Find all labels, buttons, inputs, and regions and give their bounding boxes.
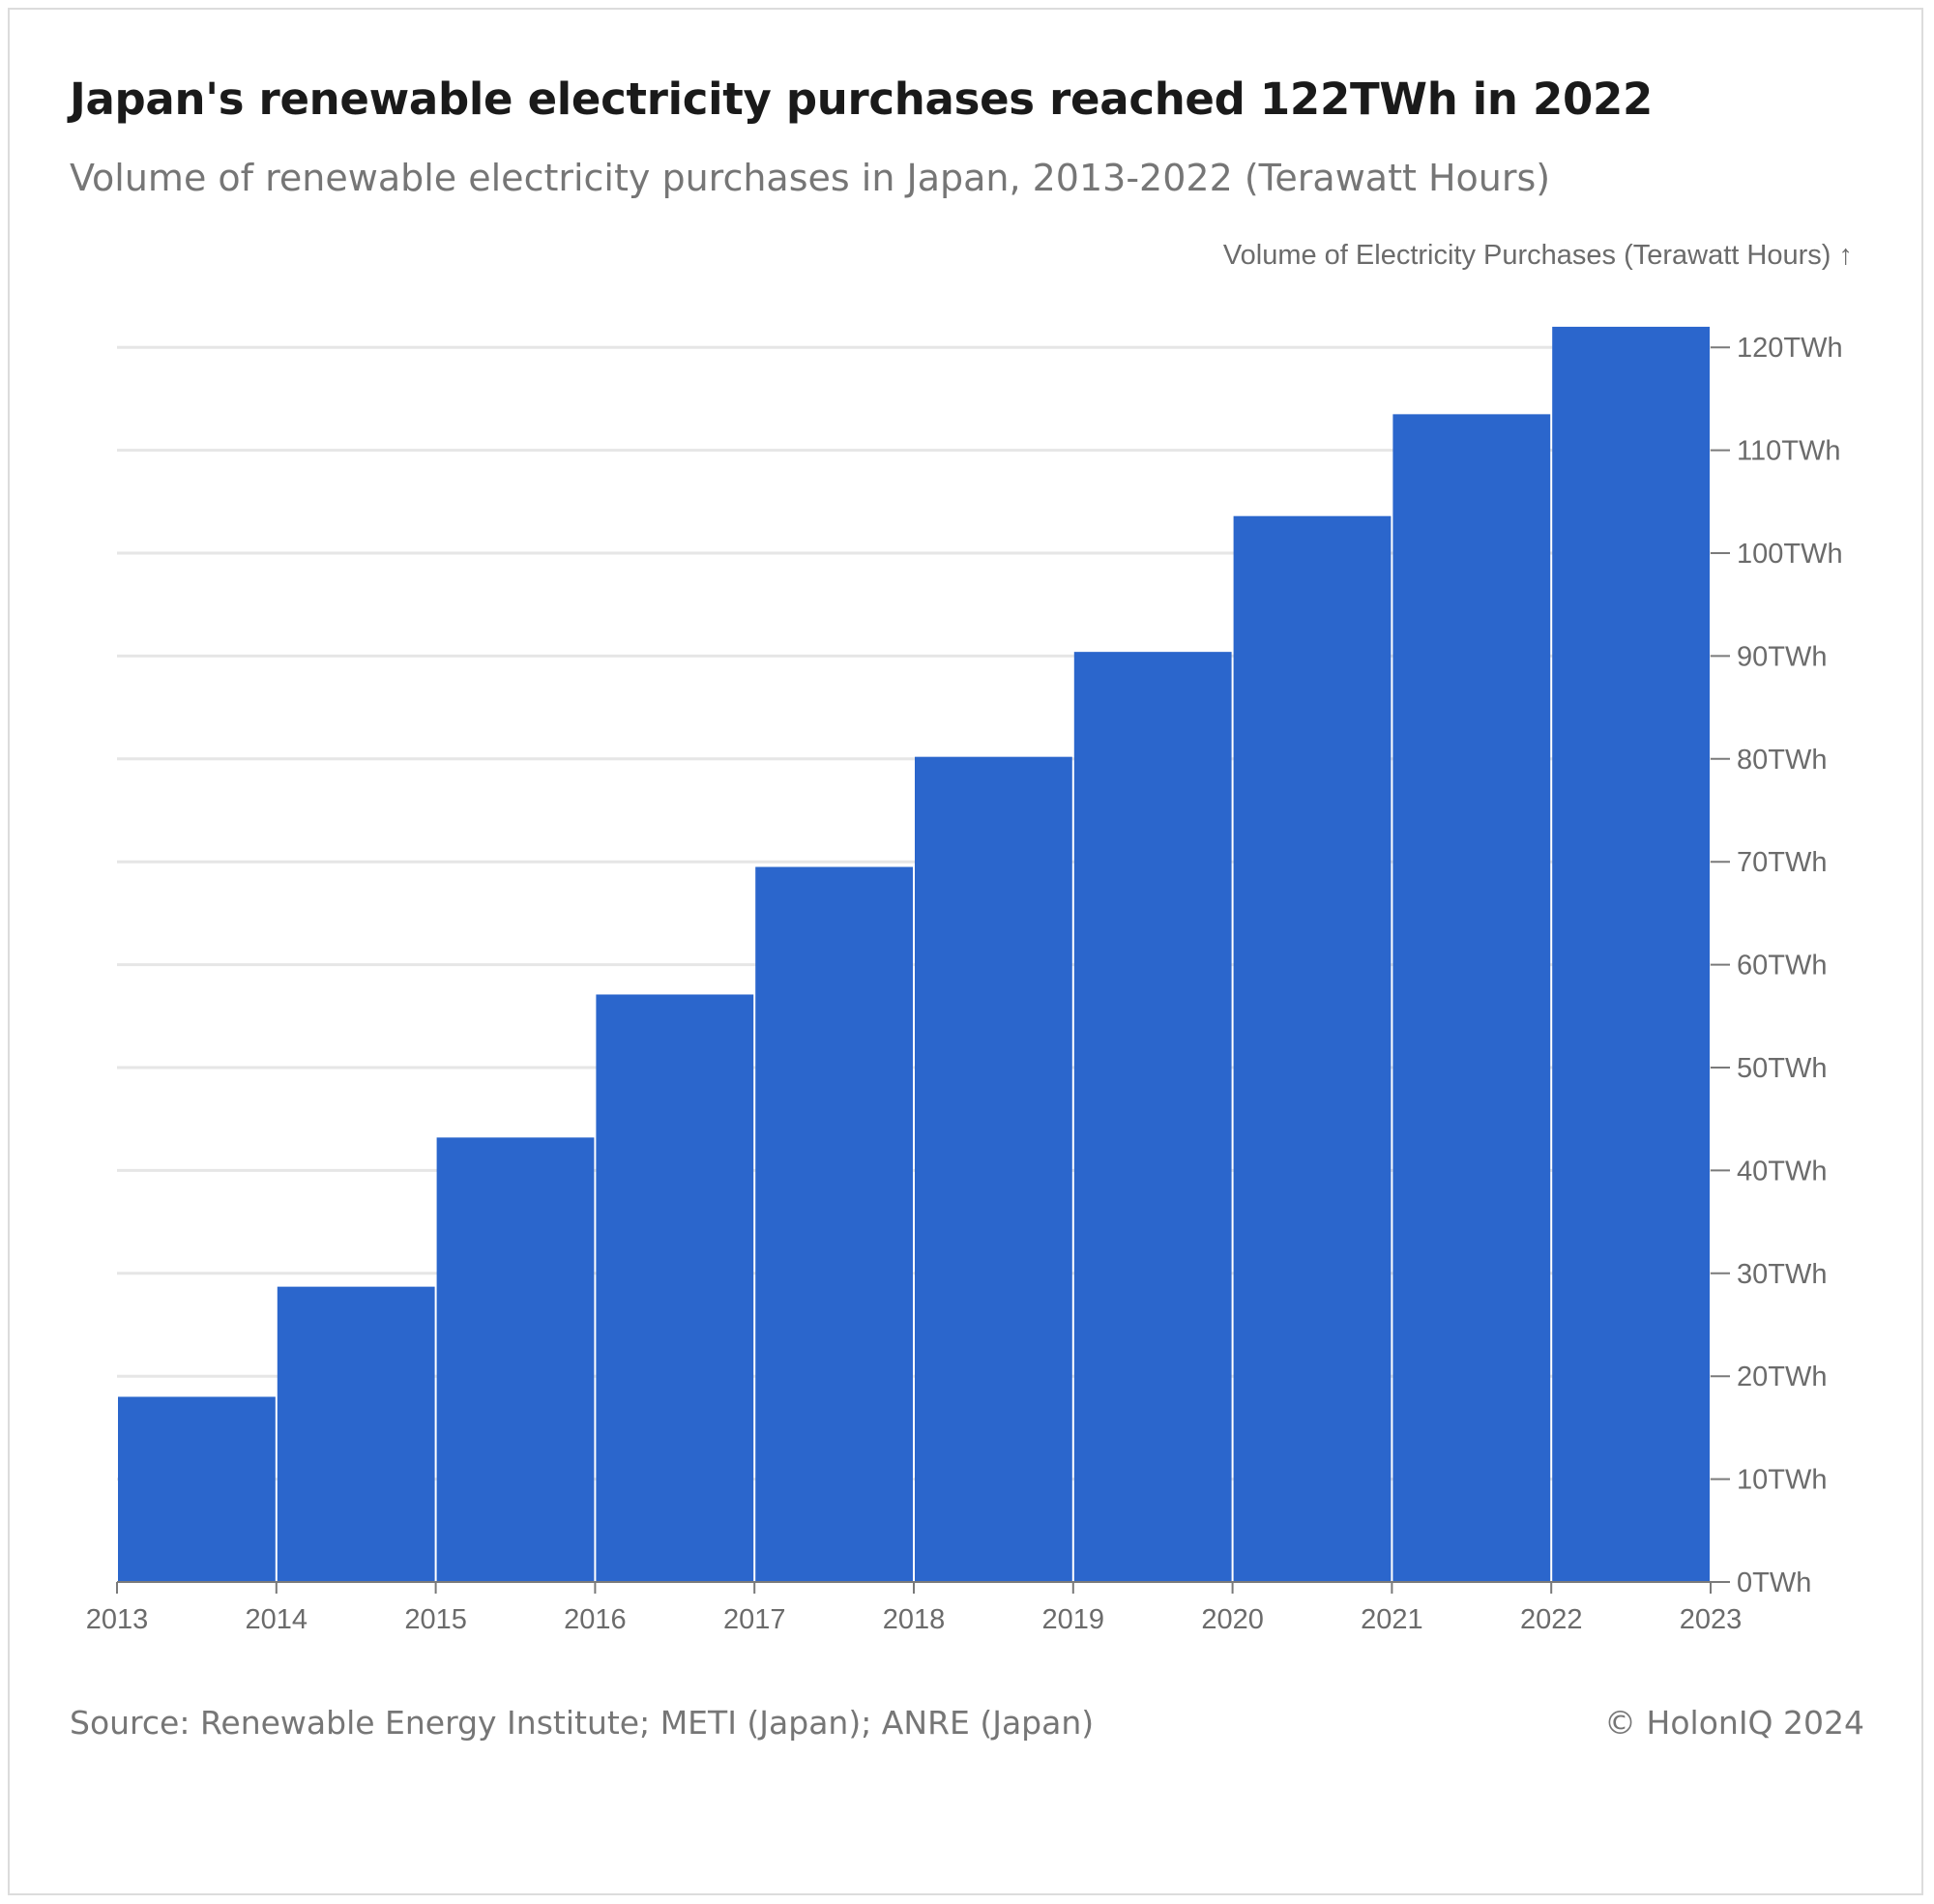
bar-2022 [1552, 326, 1710, 1582]
bar-2021 [1392, 414, 1551, 1582]
x-tick-label: 2016 [564, 1604, 627, 1635]
x-tick-label: 2019 [1042, 1604, 1105, 1635]
x-tick-label: 2018 [883, 1604, 946, 1635]
y-axis-label: Volume of Electricity Purchases (Terawat… [1223, 240, 1853, 271]
x-tick-label: 2021 [1361, 1604, 1423, 1635]
y-tick-label: 50TWh [1737, 1053, 1827, 1084]
bar-2015 [436, 1137, 595, 1582]
bar-2016 [596, 994, 754, 1582]
bar-2020 [1233, 515, 1392, 1582]
y-tick-label: 0TWh [1737, 1567, 1811, 1598]
chart-subtitle: Volume of renewable electricity purchase… [70, 157, 1551, 199]
copyright-note: © HolonIQ 2024 [1604, 1704, 1864, 1742]
y-tick-label: 70TWh [1737, 847, 1827, 878]
bar-2019 [1073, 652, 1232, 1582]
y-tick-label: 40TWh [1737, 1156, 1827, 1186]
x-tick-label: 2013 [86, 1604, 149, 1635]
x-tick-label: 2020 [1201, 1604, 1264, 1635]
y-tick-label: 30TWh [1737, 1259, 1827, 1290]
bar-2018 [915, 756, 1072, 1582]
source-note: Source: Renewable Energy Institute; METI… [70, 1704, 1095, 1742]
bar-2014 [277, 1286, 435, 1582]
bar-2017 [755, 866, 913, 1582]
x-tick-label: 2017 [723, 1604, 786, 1635]
y-tick-label: 110TWh [1737, 436, 1840, 467]
x-tick-label: 2022 [1520, 1604, 1583, 1635]
chart-title: Japan's renewable electricity purchases … [70, 73, 1654, 125]
y-tick-label: 10TWh [1737, 1465, 1827, 1496]
y-tick-label: 60TWh [1737, 951, 1827, 981]
y-tick-label: 90TWh [1737, 641, 1827, 672]
bar-2013 [118, 1396, 276, 1582]
x-tick-label: 2014 [246, 1604, 308, 1635]
y-tick-label: 80TWh [1737, 745, 1827, 776]
x-tick-label: 2015 [404, 1604, 467, 1635]
x-tick-label: 2023 [1680, 1604, 1743, 1635]
y-tick-label: 20TWh [1737, 1362, 1827, 1392]
y-tick-label: 100TWh [1737, 539, 1843, 570]
y-tick-label: 120TWh [1737, 333, 1843, 364]
bars [118, 326, 1710, 1582]
axes: 0TWh 10TWh 20TWh 30TWh 40TWh 50TWh 60TWh 70TWh 8… [86, 333, 1843, 1635]
